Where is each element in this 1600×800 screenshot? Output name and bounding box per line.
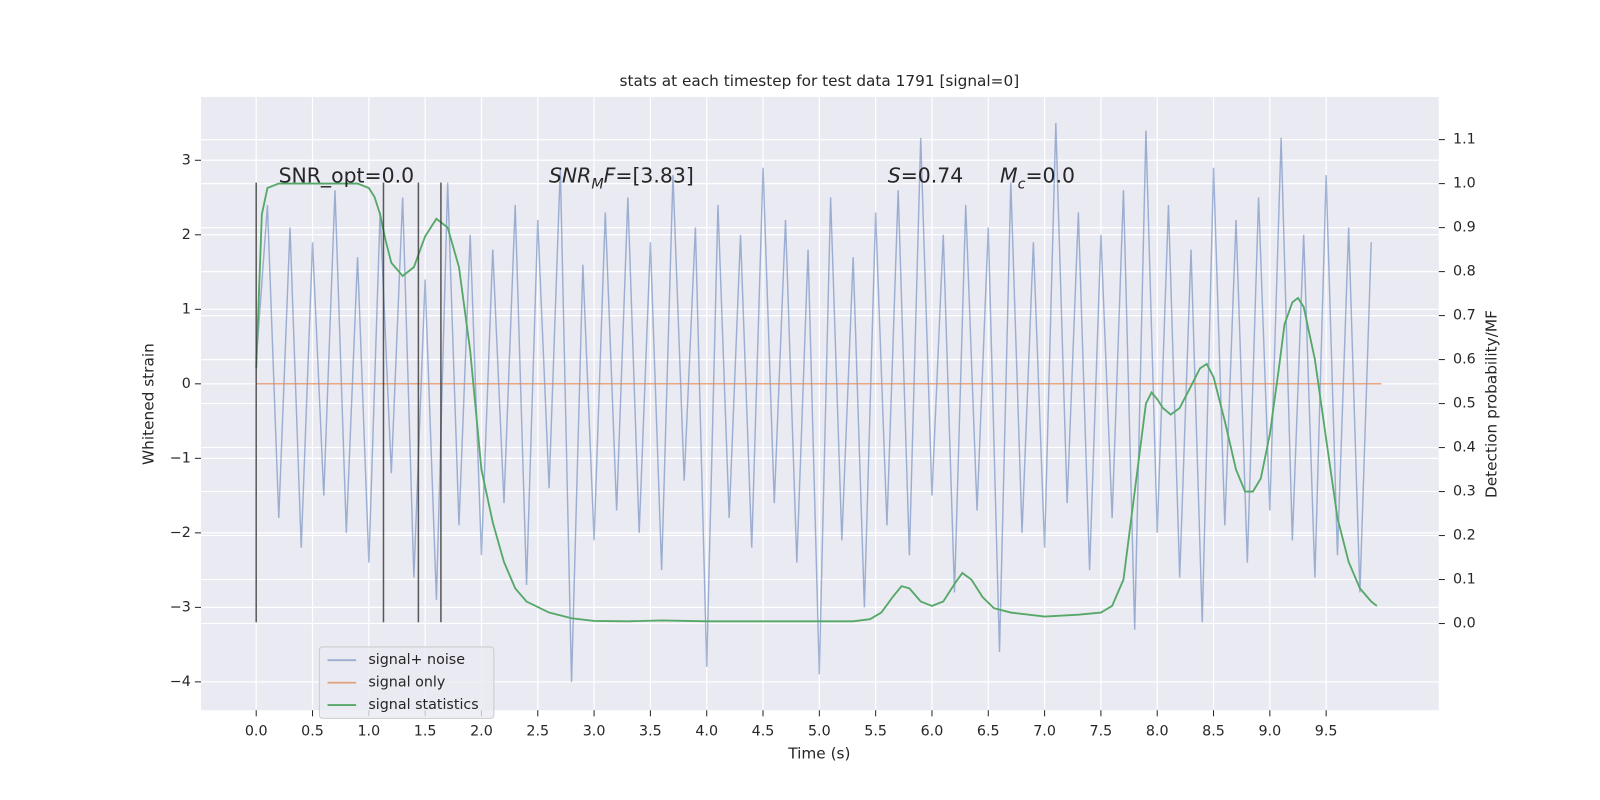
annotation-part: S [888,164,901,188]
x-tick-label: 1.0 [357,724,380,740]
y-axis-label: Whitened strain [139,343,157,465]
y-tick-label: 1 [182,301,191,317]
x-tick-label: 5.5 [864,724,887,740]
y2-tick-label: 1.0 [1453,176,1476,192]
legend: signal+ noise signal only signal statistic… [318,646,495,719]
legend-box [318,646,495,719]
x-tick-label: 5.0 [808,724,831,740]
x-tick-label: 6.5 [977,724,1000,740]
x-tick-label: 6.0 [921,724,944,740]
y2-tick-label: 0.9 [1453,220,1476,236]
annotation-part: SNR_opt=0.0 [279,164,415,189]
x-tick-label: 8.0 [1146,724,1169,740]
x-tick-label: 3.0 [583,724,606,740]
x-tick-label: 7.5 [1090,724,1113,740]
series-line [255,123,1372,682]
annotation: SNR_opt=0.0 [279,164,415,189]
x-tick-label: 0.0 [245,724,268,740]
x-tick-label: 2.0 [470,724,493,740]
x-tick-label: 4.5 [752,724,775,740]
y2-tick-label: 0.8 [1453,264,1476,280]
y2-tick-label: 0.6 [1453,352,1476,368]
y2-tick-label: 0.1 [1453,572,1476,588]
y2-tick-label: 0.3 [1453,484,1476,500]
chart-title: stats at each timestep for test data 179… [620,72,1020,90]
legend-label: signal+ noise [368,652,465,668]
x-axis-label: Time (s) [787,745,850,763]
y2-tick-label: 0.0 [1453,616,1476,632]
y-tick-label: 3 [182,152,191,168]
y2-tick-label: 0.4 [1453,440,1476,456]
y-tick-label: −1 [170,450,191,466]
y-tick-label: −4 [170,674,191,690]
annotation-part: =0.74 [901,164,964,188]
legend-label: signal only [368,675,445,691]
annotation-part: M [1000,164,1018,188]
y2-tick-label: 0.2 [1453,528,1476,544]
legend-label: signal statistics [368,697,478,713]
annotation: S=0.74 [888,164,963,188]
x-tick-label: 9.0 [1258,724,1281,740]
annotation-part: c [1018,177,1026,193]
x-tick-label: 0.5 [301,724,324,740]
y-tick-label: 0 [182,376,191,392]
x-tick-label: 4.0 [695,724,718,740]
annotation: SNRMF=[3.83] [549,164,694,193]
y-tick-label: −3 [170,599,191,615]
x-tick-label: 7.0 [1033,724,1056,740]
annotation-part: SNR [549,164,591,188]
x-tick-label: 1.5 [414,724,437,740]
x-tick-label: 3.5 [639,724,662,740]
y2-tick-label: 1.1 [1453,132,1476,148]
annotation-part: =[3.83] [615,164,693,188]
annotation-part: F [604,164,616,188]
y2-tick-label: 0.7 [1453,308,1476,324]
y2-axis-label: Detection probability/MF [1482,310,1500,498]
x-tick-label: 2.5 [526,724,549,740]
x-tick-label: 8.5 [1202,724,1225,740]
y-tick-label: −2 [170,525,191,541]
y2-tick-label: 0.5 [1453,396,1476,412]
annotation-part: M [591,177,603,193]
series-line [255,182,1378,623]
annotation-part: =0.0 [1025,164,1075,188]
annotation: Mc=0.0 [1000,164,1075,193]
x-tick-label: 9.5 [1315,724,1338,740]
y-tick-label: 2 [182,227,191,243]
